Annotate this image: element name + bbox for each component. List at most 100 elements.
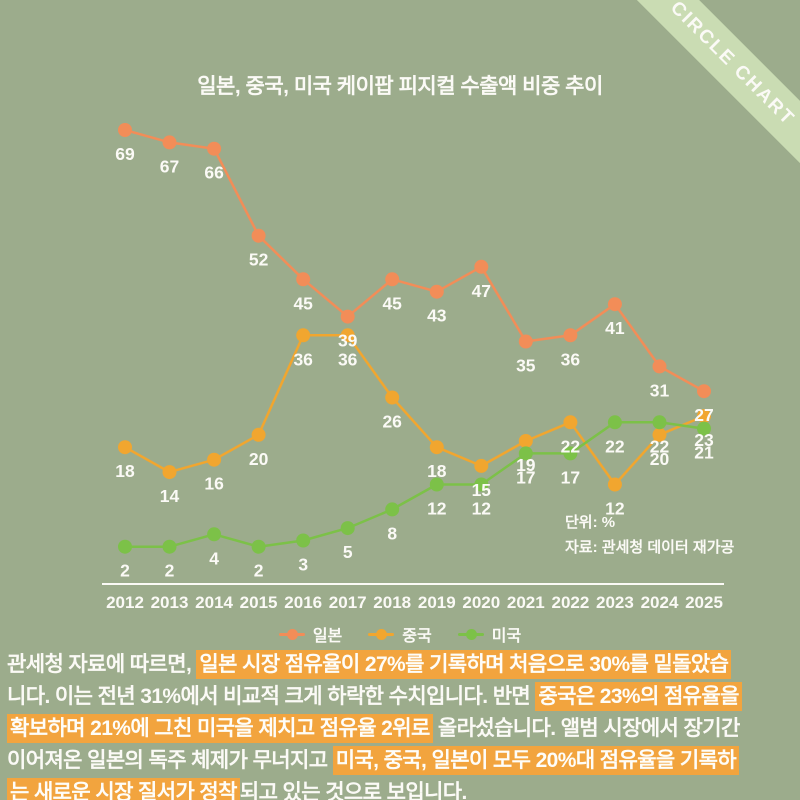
body-text: 올라섰습니다. 앨범 시장에서 장기간 [432,717,740,740]
usa-value-label-2016: 3 [298,555,308,575]
body-text: 니다. 이는 전년 31%에서 비교적 크게 하락한 수치입니다. 반면 [7,685,536,708]
japan-value-label-2018: 45 [382,293,402,313]
japan-value-label-2024: 31 [650,380,670,400]
china-value-label-2017: 36 [338,349,358,369]
china-legend-marker-icon [368,628,395,640]
x-tick-2018: 2018 [373,593,411,612]
japan-value-label-2019: 43 [427,306,447,326]
japan-value-label-2012: 69 [115,144,135,164]
japan-value-label-2013: 67 [160,156,179,176]
usa-value-label-2014: 4 [209,548,219,568]
china-point-2023 [607,477,622,492]
japan-value-label-2020: 47 [472,281,491,301]
source-note: 자료: 관세청 데이터 재가공 [565,539,735,556]
chart-legend: 일본 중국 미국 [0,622,800,646]
highlighted-text: 확보하며 21%에 그친 미국을 제치고 점유율 2위로 [7,714,433,743]
japan-point-2024 [652,359,667,374]
legend-dot [376,629,388,640]
x-tick-2023: 2023 [596,593,634,612]
china-point-2016 [296,328,311,343]
highlighted-text: 중국은 23%의 점유율을 [535,682,742,711]
japan-point-2025 [697,384,711,399]
legend-label-china: 중국 [402,628,432,645]
china-value-label-2012: 18 [115,461,135,481]
x-tick-2012: 2012 [106,593,144,612]
japan-point-2015 [251,228,266,243]
usa-value-label-2017: 5 [343,542,353,562]
japan-point-2014 [207,141,222,156]
usa-point-2014 [207,527,222,542]
japan-value-label-2014: 66 [204,163,224,183]
highlighted-text: 는 새로운 시장 질서가 정착 [7,778,240,800]
legend-item-japan: 일본 [278,622,343,646]
usa-point-2012 [118,539,132,554]
usa-point-2013 [162,539,177,554]
china-value-label-2023: 12 [605,499,625,519]
japan-point-2016 [296,272,311,287]
japan-point-2017 [340,309,355,324]
japan-point-2021 [518,334,533,349]
usa-point-2021 [518,446,533,461]
usa-point-2018 [385,502,400,517]
japan-point-2020 [474,259,489,274]
japan-value-label-2017: 39 [338,331,358,351]
x-tick-2019: 2019 [418,593,456,612]
japan-point-2012 [118,123,132,137]
summary-paragraph: 관세청 자료에 따르면, 일본 시장 점유율이 27%를 기록하며 처음으로 3… [0,649,800,800]
usa-legend-marker-icon [457,628,484,640]
legend-dot [286,629,298,640]
china-value-label-2014: 16 [204,474,224,494]
china-point-2022 [563,415,578,430]
usa-point-2025 [697,421,711,436]
usa-point-2022 [563,446,578,461]
usa-value-label-2013: 2 [165,561,175,581]
x-tick-2025: 2025 [685,593,723,612]
japan-line [124,128,705,393]
legend-dot [465,629,477,640]
china-point-2019 [429,440,444,455]
japan-point-2013 [162,135,177,150]
japan-point-2023 [607,297,622,312]
paragraph-line-2: 니다. 이는 전년 31%에서 비교적 크게 하락한 수치입니다. 반면 중국은… [7,681,793,713]
usa-point-2024 [652,415,667,430]
x-tick-2015: 2015 [240,593,278,612]
chart-title: 일본, 중국, 미국 케이팝 피지컬 수출액 비중 추이 [197,75,603,98]
china-point-2025 [697,409,711,424]
highlighted-text: 미국, 중국, 일본이 모두 20%대 점유율을 기록하 [332,746,740,775]
usa-point-2019 [429,477,444,492]
china-value-label-2016: 36 [293,349,313,369]
highlighted-text: 일본 시장 점유율이 27%를 기록하며 처음으로 30%를 밑돌았습 [196,650,732,679]
usa-value-label-2025: 21 [694,443,714,463]
japan-point-2022 [563,328,578,343]
japan-value-label-2015: 52 [249,250,269,270]
x-tick-2022: 2022 [551,593,589,612]
body-text: 되고 있는 것으로 보입니다. [239,781,467,800]
legend-label-usa: 미국 [491,628,522,645]
china-value-label-2022: 22 [561,436,581,456]
legend-item-china: 중국 [368,622,432,646]
china-value-label-2025: 23 [694,430,714,450]
japan-value-label-2025: 27 [694,405,713,425]
japan-value-label-2022: 36 [561,349,581,369]
body-text: 관세청 자료에 따르면, [7,653,197,676]
x-tick-2016: 2016 [284,593,322,612]
x-tick-2013: 2013 [151,593,189,612]
chart-annotation: 단위: % 자료: 관세청 데이터 재가공 [565,510,734,560]
japan-value-label-2021: 35 [516,356,536,376]
china-value-label-2019: 18 [427,461,447,481]
usa-point-2020 [474,477,489,492]
japan-point-2019 [429,284,444,299]
usa-value-label-2022: 17 [561,467,580,487]
x-tick-2014: 2014 [195,593,233,612]
china-value-label-2015: 20 [249,449,269,469]
usa-point-2023 [607,415,622,430]
china-line [124,334,705,486]
legend-label-japan: 일본 [312,628,343,645]
paragraph-line-4: 이어져온 일본의 독주 체제가 무너지고 미국, 중국, 일본이 모두 20%대… [7,745,793,777]
paragraph-line-1: 관세청 자료에 따르면, 일본 시장 점유율이 27%를 기록하며 처음으로 3… [7,649,793,681]
x-tick-2021: 2021 [507,593,545,612]
japan-legend-marker-icon [278,628,305,640]
china-value-label-2021: 19 [516,455,536,475]
